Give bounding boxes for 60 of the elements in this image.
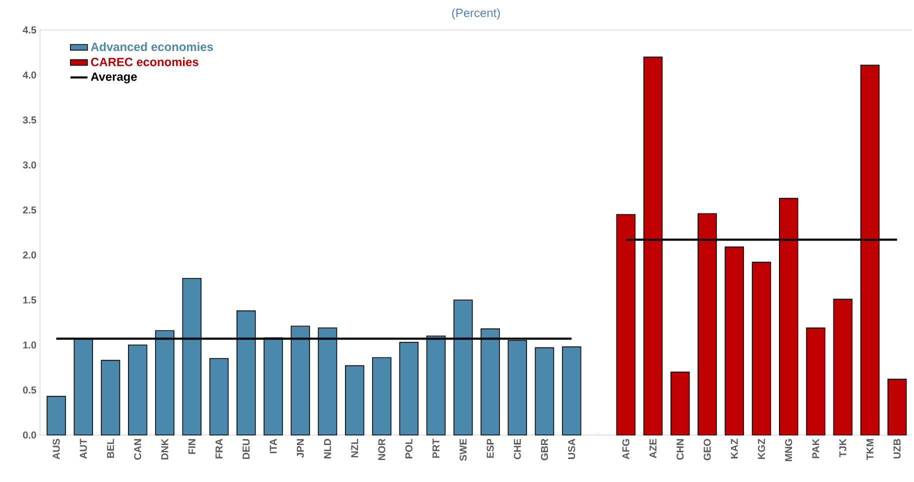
x-tick-label: NOR — [378, 438, 386, 460]
y-tick-label: 2.5 — [22, 206, 36, 214]
y-tick-label: 4.0 — [22, 71, 36, 79]
x-tick-label: POL — [405, 438, 412, 458]
x-tick-label: JPN — [296, 439, 304, 458]
x-tick-label: CAN — [134, 439, 142, 460]
bar — [128, 344, 148, 436]
bar — [724, 246, 744, 436]
x-tick-label: NLD — [324, 438, 331, 458]
bar — [100, 360, 120, 436]
bar — [806, 328, 826, 436]
x-tick-label: KAZ — [730, 438, 738, 458]
x-tick-label: CHN — [676, 439, 684, 460]
bar — [534, 347, 554, 436]
y-tick-label: 1.5 — [23, 296, 36, 304]
x-tick-label: DNK — [161, 438, 168, 460]
bar — [372, 357, 392, 436]
y-tick-label: 0.0 — [23, 431, 36, 439]
bar — [46, 396, 66, 436]
x-tick-label: FIN — [188, 439, 196, 454]
bar — [562, 346, 582, 436]
x-tick-label: AFG — [622, 439, 630, 460]
x-tick-label: CHE — [514, 438, 521, 460]
bar — [209, 358, 229, 436]
x-tick-label: ESP — [486, 438, 494, 458]
x-tick-label: NZL — [351, 438, 358, 458]
x-tick-label: UZB — [894, 438, 901, 458]
x-tick-label: USA — [568, 438, 576, 459]
x-tick-label: ITA — [270, 438, 277, 454]
x-tick-label: FRA — [216, 438, 222, 458]
y-tick-label: 3.0 — [22, 161, 36, 169]
x-tick-label: MNG — [785, 439, 792, 462]
legend-label: Average — [90, 72, 137, 84]
y-tick-label: 4.5 — [22, 26, 36, 34]
bar — [670, 372, 690, 436]
y-tick-label: 3.5 — [22, 116, 36, 124]
x-tick-label: PRT — [432, 438, 440, 458]
bar — [399, 342, 418, 436]
x-tick-label: AZE — [650, 438, 656, 458]
x-tick-label: BEL — [107, 438, 114, 458]
chart-title: (Percent) — [452, 8, 500, 20]
bar — [752, 262, 772, 436]
x-tick-label: TKM — [866, 439, 874, 460]
x-tick-label: SWE — [460, 438, 467, 461]
x-tick-label: KGZ — [758, 438, 765, 459]
x-tick-label: PAK — [812, 438, 820, 458]
bar — [887, 378, 907, 436]
y-tick-label: 0.5 — [23, 386, 36, 394]
bar — [345, 365, 364, 436]
x-tick-label: AUS — [52, 438, 60, 460]
x-tick-label: AUT — [80, 438, 87, 459]
x-tick-label: TJK — [839, 438, 846, 458]
x-tick-label: DEU — [242, 439, 250, 459]
legend-label: CAREC economies — [91, 57, 198, 66]
y-tick-label: 2.0 — [22, 251, 36, 259]
x-tick-label: GEO — [704, 438, 711, 460]
legend-label: Advanced economies — [90, 42, 213, 52]
bar — [833, 298, 852, 436]
y-tick-label: 1.0 — [23, 341, 36, 349]
x-tick-label: GBR — [540, 438, 548, 460]
